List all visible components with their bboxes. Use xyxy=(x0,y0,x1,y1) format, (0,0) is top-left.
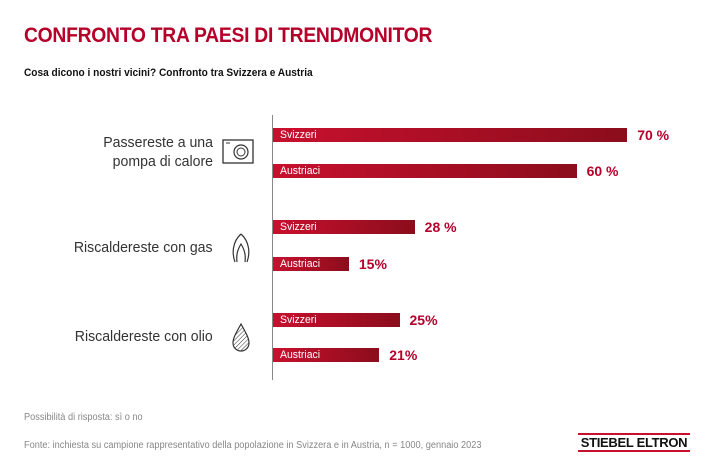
bar-svizzeri: Svizzeri xyxy=(273,313,400,327)
series-label: Austriaci xyxy=(280,258,321,270)
bar-svizzeri: Svizzeri xyxy=(273,128,628,142)
series-label: Svizzeri xyxy=(280,314,317,326)
data-label: 15% xyxy=(358,256,387,272)
data-label: 21% xyxy=(389,347,418,363)
category-label: Riscaldereste con olio xyxy=(75,328,213,345)
category-axis xyxy=(272,115,273,380)
series-label: Svizzeri xyxy=(280,129,317,141)
chart-title: CONFRONTO TRA PAESI DI TRENDMONITOR xyxy=(24,24,433,47)
data-label: 70 % xyxy=(637,127,670,143)
data-label: 28 % xyxy=(424,219,457,235)
category-label: Riscaldereste con gas xyxy=(74,239,213,256)
chart-subtitle: Cosa dicono i nostri vicini? Confronto t… xyxy=(24,67,313,79)
stiebel-eltron-logo: STIEBEL ELTRON xyxy=(578,433,690,452)
bar-austriaci: Austriaci xyxy=(273,257,349,271)
category-label: Passereste a una pompa di calore xyxy=(103,134,213,170)
series-label: Austriaci xyxy=(280,349,321,361)
series-label: Austriaci xyxy=(280,165,321,177)
oil-drop-icon xyxy=(232,322,250,352)
series-label: Svizzeri xyxy=(280,221,317,233)
data-label: 60 % xyxy=(586,163,619,179)
bar-austriaci: Austriaci xyxy=(273,164,577,178)
heat-pump-icon xyxy=(222,139,254,164)
source-note: Fonte: inchiesta su campione rappresenta… xyxy=(24,440,482,451)
response-note: Possibilità di risposta: sì o no xyxy=(24,412,143,423)
data-label: 25% xyxy=(409,312,438,328)
bar-austriaci: Austriaci xyxy=(273,348,380,362)
gas-flame-icon xyxy=(232,233,250,263)
bar-svizzeri: Svizzeri xyxy=(273,220,415,234)
